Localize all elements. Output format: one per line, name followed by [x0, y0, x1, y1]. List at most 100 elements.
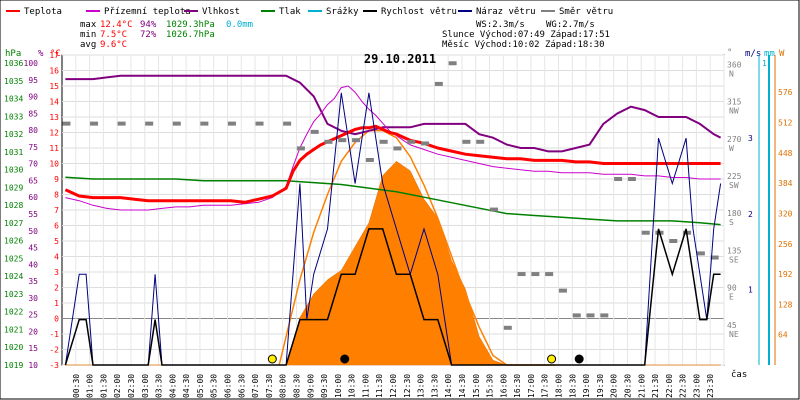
wind-direction-point	[324, 139, 333, 144]
tick-wind: 1	[748, 285, 753, 294]
temperature-series	[64, 124, 721, 204]
tick-pct: 45	[28, 244, 38, 253]
tick-time: 20:30	[623, 374, 632, 398]
legend-label-srazky: Srážky	[326, 7, 359, 17]
tick-dir-letter: SE	[729, 255, 739, 264]
tick-temp: 15	[49, 82, 59, 91]
tick-dir: 90	[727, 284, 737, 293]
tick-solar: 128	[778, 300, 793, 309]
tick-pct: 55	[28, 210, 38, 219]
humidity-series	[65, 74, 722, 153]
tick-time: 14:30	[458, 374, 467, 398]
tick-hpa: 1021	[4, 325, 23, 334]
tick-pct: 15	[28, 344, 38, 353]
tick-hpa: 1022	[4, 308, 23, 317]
tick-time: 10:30	[348, 374, 357, 398]
axis-label-hpa: hPa	[5, 49, 21, 59]
tick-pct: 20	[28, 327, 38, 336]
tick-hpa: 1027	[4, 219, 23, 228]
wind-direction-point	[172, 121, 181, 126]
tick-time: 07:30	[265, 374, 274, 398]
tick-pct: 10	[28, 361, 38, 370]
tick-time: 09:30	[320, 374, 329, 398]
legend-label-smer-vetru: Směr větru	[559, 7, 613, 17]
tick-hpa: 1023	[4, 290, 23, 299]
stat-min-temp: 7.5°C	[100, 30, 127, 40]
tick-hpa: 1031	[4, 148, 23, 157]
tick-temp: 4	[54, 253, 59, 262]
tick-time: 01:30	[99, 374, 108, 398]
wind-direction-point	[255, 121, 264, 126]
tick-time: 13:30	[430, 374, 439, 398]
wind-direction-point	[600, 313, 609, 318]
tick-wind: 2	[748, 210, 753, 219]
wind-direction-point	[310, 129, 319, 134]
info-wg: WG:2.7m/s	[546, 20, 595, 30]
legend-label-naraz-vetru: Náraz větru	[476, 7, 536, 17]
wind-direction-point	[517, 272, 526, 277]
tick-time: 08:30	[292, 374, 301, 398]
tick-dir-letter: W	[729, 144, 734, 153]
tick-time: 02:30	[127, 374, 136, 398]
tick-solar: 576	[778, 88, 793, 97]
wind-direction-point	[448, 61, 457, 66]
wind-direction-point	[489, 207, 498, 212]
tick-solar: 256	[778, 240, 793, 249]
tick-dir: 360	[727, 60, 742, 69]
tick-pct: 40	[28, 260, 38, 269]
wind-direction-point	[531, 272, 540, 277]
legend-label-teplota: Teplota	[24, 7, 62, 17]
tick-temp: 12	[49, 129, 59, 138]
tick-time: 04:00	[168, 374, 177, 398]
tick-time: 16:00	[499, 374, 508, 398]
tick-dir-letter: S	[729, 218, 734, 227]
tick-hpa: 1020	[4, 343, 23, 352]
info-sun: Slunce Východ:07:49 Západ:17:51	[442, 30, 610, 40]
legend: Teplota Přízemní teplota Vlhkost Tlak Sr…	[6, 7, 613, 17]
tick-dir-letter: E	[729, 293, 734, 302]
tick-hpa: 1036	[4, 59, 23, 68]
tick-pct: 50	[28, 227, 38, 236]
wind-direction-point	[545, 272, 554, 277]
stat-max-rain: 0.0mm	[226, 20, 253, 30]
tick-time: 02:00	[113, 374, 122, 398]
tick-solar: 384	[778, 179, 793, 188]
tick-dir-letter: NW	[729, 107, 739, 116]
tick-solar: 64	[778, 331, 788, 340]
stat-min-label: min	[80, 30, 96, 40]
stat-min-press: 1026.7hPa	[166, 30, 215, 40]
legend-label-vlhkost: Vlhkost	[202, 7, 240, 17]
stat-max-label: max	[80, 20, 97, 30]
tick-time: 21:00	[637, 374, 646, 398]
info-moon: Měsíc Východ:10:02 Západ:18:30	[442, 40, 605, 50]
wind-direction-point	[572, 313, 581, 318]
tick-dir-letter: NE	[729, 330, 739, 339]
tick-time: 19:00	[582, 374, 591, 398]
wind-direction-point	[696, 251, 705, 256]
tick-temp: 1	[54, 299, 59, 308]
tick-time: 12:00	[389, 374, 398, 398]
wind-direction-point	[614, 177, 623, 181]
tick-time: 12:30	[403, 374, 412, 398]
wind-direction-point	[365, 157, 374, 162]
tick-time: 18:30	[568, 374, 577, 398]
astro-info: WS:2.3m/s WG:2.7m/s Slunce Východ:07:49 …	[442, 20, 610, 50]
wind-direction-point	[393, 146, 402, 151]
axis-label-dir: °	[727, 48, 732, 58]
moonrise-marker	[340, 354, 350, 364]
wind-direction-point	[627, 177, 636, 181]
tick-time: 16:30	[513, 374, 522, 398]
tick-temp: 0	[54, 315, 59, 324]
wind-speed-line	[64, 228, 721, 366]
wind-direction-point	[117, 121, 126, 126]
tick-hpa: 1028	[4, 201, 23, 210]
tick-temp: 16	[49, 67, 59, 76]
tick-time: 14:00	[444, 374, 453, 398]
wind-direction-point	[200, 121, 209, 126]
tick-pct: 25	[28, 311, 38, 320]
wind-direction-point	[145, 121, 154, 126]
tick-dir: 135	[727, 246, 742, 255]
tick-pct: 35	[28, 277, 38, 286]
wind-direction-point	[434, 81, 443, 86]
tick-time: 21:30	[651, 374, 660, 398]
